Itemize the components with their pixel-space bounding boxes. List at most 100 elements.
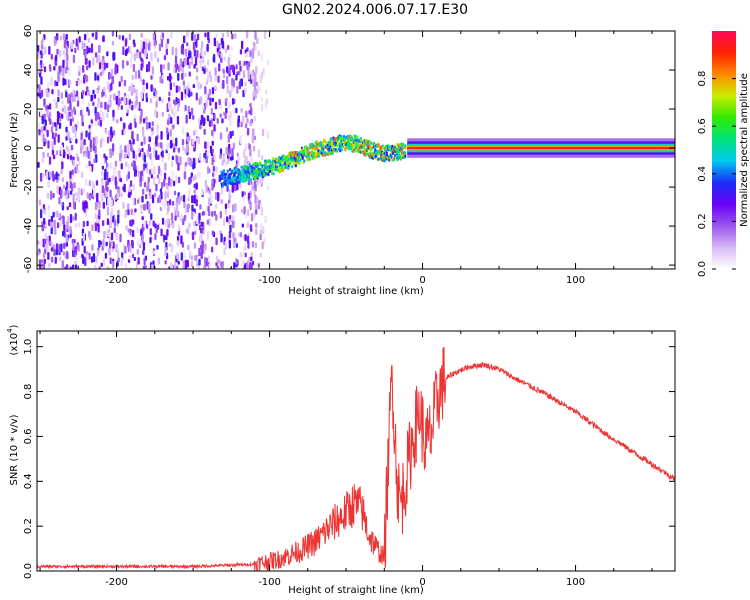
spectrogram-noise-cell <box>107 232 111 238</box>
spectrogram-signal-cell <box>396 150 399 155</box>
spectrogram-noise-cell <box>106 80 109 90</box>
spectrogram-noise-cell <box>220 233 223 243</box>
spectrogram-noise-cell <box>69 226 72 234</box>
spectrogram-noise-cell <box>95 31 98 40</box>
spectrogram-noise-cell <box>117 170 120 176</box>
spectrogram-noise-cell <box>231 33 234 40</box>
spectrogram-noise-cell <box>264 89 268 95</box>
spectrogram-noise-cell <box>126 60 129 66</box>
spectrogram-noise-cell <box>135 95 138 101</box>
spectrogram-signal-cell <box>321 153 324 157</box>
spectrogram-noise-cell <box>105 128 108 135</box>
spectrogram-noise-cell <box>82 187 85 193</box>
spectrogram-noise-cell <box>50 226 53 235</box>
spectrogram-x-tick-label: -100 <box>258 275 281 286</box>
spectrogram-noise-cell <box>242 151 246 159</box>
spectrogram-noise-cell <box>96 249 99 257</box>
spectrogram-noise-cell <box>256 37 259 42</box>
spectrogram-noise-cell <box>51 142 55 151</box>
spectrogram-noise-cell <box>128 86 131 92</box>
spectrogram-y-tick-label: 0 <box>23 145 34 151</box>
spectrogram-noise-cell <box>132 211 135 216</box>
spectrogram-noise-cell <box>69 80 72 85</box>
spectrogram-noise-cell <box>228 239 231 249</box>
spectrogram-noise-cell <box>194 255 197 261</box>
spectrogram-noise-cell <box>112 143 115 152</box>
spectrogram-signal-cell <box>232 182 235 186</box>
spectrogram-noise-cell <box>61 161 64 169</box>
spectrogram-noise-cell <box>176 240 180 246</box>
spectrogram-noise-cell <box>213 54 216 63</box>
spectrogram-noise-cell <box>152 143 156 148</box>
spectrogram-noise-cell <box>146 149 149 158</box>
spectrogram-noise-cell <box>223 155 226 161</box>
spectrogram-noise-cell <box>131 104 134 111</box>
spectrogram-noise-cell <box>172 82 176 87</box>
spectrogram-noise-cell <box>46 152 50 158</box>
spectrogram-noise-cell <box>66 206 69 211</box>
spectrogram-noise-cell <box>58 213 61 219</box>
spectrogram-noise-cell <box>83 42 86 48</box>
spectrogram-noise-cell <box>47 81 50 91</box>
snr-y-tick-label: 0.8 <box>23 384 34 400</box>
spectrogram-noise-cell <box>80 132 83 140</box>
scale-factor-exponent: 4 <box>6 328 14 333</box>
spectrogram-noise-cell <box>261 128 265 137</box>
spectrogram-noise-cell <box>176 252 179 260</box>
spectrogram-noise-cell <box>38 85 41 94</box>
spectrogram-signal-cell <box>248 174 251 178</box>
spectrogram-noise-cell <box>167 120 170 126</box>
spectrogram-noise-cell <box>136 104 139 110</box>
scale-factor-base: (x10 <box>9 333 20 356</box>
spectrogram-noise-cell <box>150 84 153 92</box>
spectrogram-noise-cell <box>243 60 246 66</box>
colorbar-label: Normalized spectral amplitude <box>739 73 750 227</box>
spectrogram-noise-cell <box>228 194 232 200</box>
spectrogram-noise-cell <box>92 137 95 145</box>
spectrogram-noise-cell <box>174 215 177 221</box>
spectrogram-noise-cell <box>134 154 138 161</box>
spectrogram-noise-cell <box>153 192 157 198</box>
spectrogram-noise-cell <box>157 267 160 269</box>
spectrogram-noise-cell <box>96 57 99 64</box>
spectrogram-noise-cell <box>232 221 235 229</box>
spectrogram-noise-cell <box>40 76 43 85</box>
spectrogram-noise-cell <box>246 235 250 244</box>
spectrogram-signal-cell <box>329 145 332 149</box>
spectrogram-noise-cell <box>51 121 55 127</box>
spectrogram-noise-cell <box>171 200 175 206</box>
spectrogram-noise-cell <box>90 256 94 263</box>
spectrogram-noise-cell <box>236 85 239 94</box>
spectrogram-noise-cell <box>159 76 162 84</box>
spectrogram-noise-cell <box>117 97 120 107</box>
spectrogram-noise-cell <box>83 139 86 146</box>
spectrogram-noise-cell <box>106 112 109 118</box>
spectrogram-noise-cell <box>135 89 138 96</box>
spectrogram-noise-cell <box>190 172 193 178</box>
spectrogram-noise-cell <box>86 45 89 55</box>
spectrogram-y-tick-label: 60 <box>23 25 34 38</box>
spectrogram-noise-cell <box>132 183 135 191</box>
spectrogram-noise-cell <box>88 132 91 141</box>
spectrogram-noise-cell <box>257 149 261 158</box>
spectrogram-noise-cell <box>215 267 218 269</box>
spectrogram-noise-cell <box>114 168 117 176</box>
spectrogram-noise-cell <box>139 51 142 59</box>
spectrogram-noise-cell <box>60 92 63 99</box>
spectrogram-noise-cell <box>201 188 204 196</box>
spectrogram-noise-cell <box>61 260 64 269</box>
spectrogram-noise-cell <box>105 241 108 247</box>
spectrogram-noise-cell <box>125 174 129 182</box>
spectrogram-noise-cell <box>260 206 264 216</box>
spectrogram-noise-cell <box>248 199 251 205</box>
spectrogram-noise-cell <box>191 32 194 41</box>
spectrogram-noise-cell <box>192 84 195 89</box>
spectrogram-noise-cell <box>160 228 163 237</box>
spectrogram-noise-cell <box>210 118 213 127</box>
spectrogram-noise-cell <box>211 246 214 253</box>
spectrogram-noise-cell <box>93 158 96 164</box>
spectrogram-noise-cell <box>141 195 144 203</box>
spectrogram-noise-cell <box>250 156 253 165</box>
spectrogram-noise-cell <box>81 141 84 150</box>
